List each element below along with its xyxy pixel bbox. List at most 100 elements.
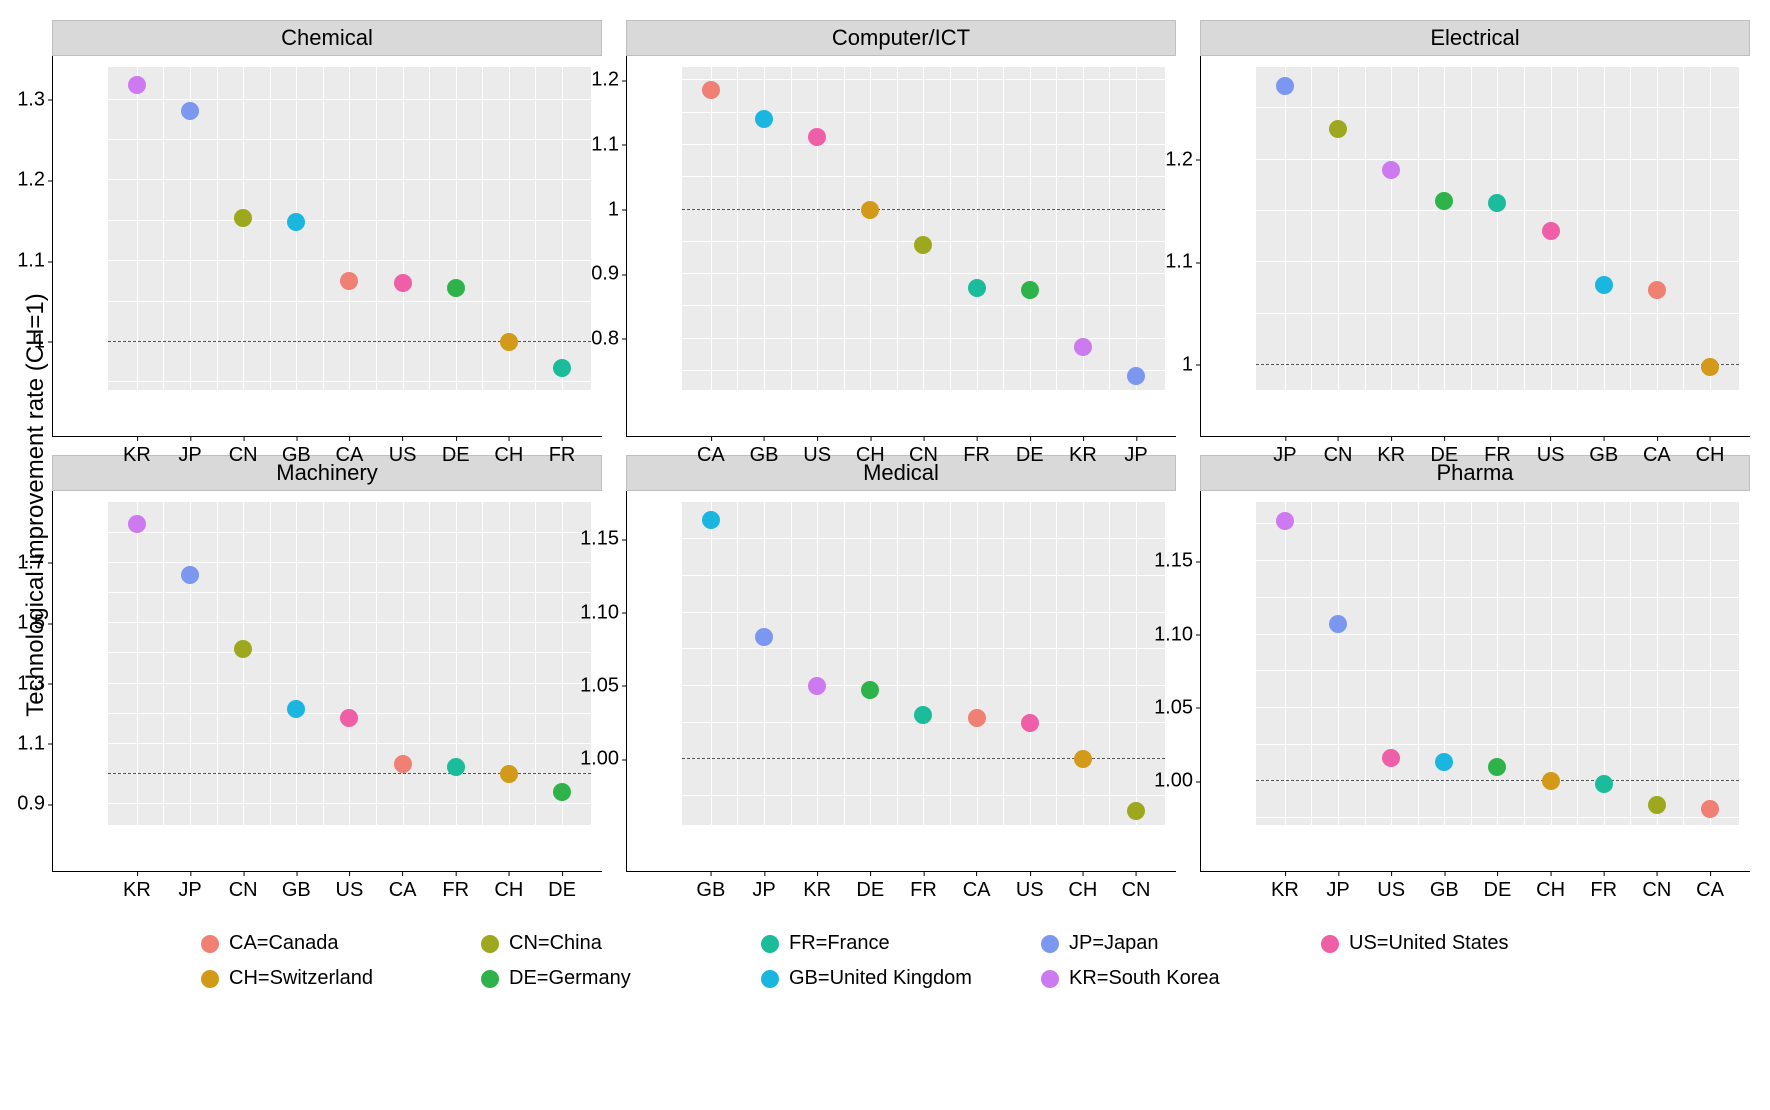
data-point <box>1276 512 1294 530</box>
data-point <box>1435 192 1453 210</box>
gridline-v <box>1657 67 1658 390</box>
y-axis-label-col: Technological improvement rate (CH=1) <box>20 20 52 990</box>
data-point <box>181 102 199 120</box>
gridline-v-minor <box>163 502 164 825</box>
x-tick-label: JP <box>1326 871 1349 902</box>
legend-label: FR=France <box>789 932 890 955</box>
legend-item: CH=Switzerland <box>201 967 481 990</box>
y-tick-label: 0.8 <box>591 327 627 350</box>
y-tick-label: 1.10 <box>580 601 627 624</box>
gridline-v-minor <box>1311 67 1312 390</box>
x-tick-label: CN <box>229 436 258 467</box>
gridline-v <box>562 502 563 825</box>
plot-inner <box>108 67 591 390</box>
x-tick-label: FR <box>963 436 990 467</box>
gridline-v-minor <box>1471 502 1472 825</box>
gridline-v <box>923 67 924 390</box>
gridline-v <box>349 502 350 825</box>
gridline-v-minor <box>1003 502 1004 825</box>
gridline-v <box>1657 502 1658 825</box>
gridline-v <box>1083 502 1084 825</box>
data-point <box>1488 194 1506 212</box>
legend-item: DE=Germany <box>481 967 761 990</box>
panel: Computer/ICT0.80.911.11.2CAGBUSCHCNFRDEK… <box>626 20 1176 437</box>
data-point <box>500 333 518 351</box>
x-tick-label: US <box>1016 871 1044 902</box>
y-tick-label: 1.00 <box>580 748 627 771</box>
panel: Medical1.001.051.101.15GBJPKRDEFRCAUSCHC… <box>626 455 1176 872</box>
y-tick-label: 1.2 <box>1165 148 1201 171</box>
data-point <box>287 700 305 718</box>
panel-title: Chemical <box>52 20 602 56</box>
x-tick-label: JP <box>178 871 201 902</box>
x-tick-label: JP <box>1273 436 1296 467</box>
plot-area: 11.11.21.3KRJPCNGBCAUSDECHFR <box>52 56 602 437</box>
x-tick-label: JP <box>752 871 775 902</box>
gridline-v <box>870 67 871 390</box>
gridline-v <box>977 67 978 390</box>
legend-swatch-icon <box>481 970 499 988</box>
gridline-v-minor <box>1056 67 1057 390</box>
x-tick-label: CA <box>697 436 725 467</box>
plot-inner <box>108 502 591 825</box>
x-tick-label: KR <box>803 871 831 902</box>
y-tick-label: 1.2 <box>591 69 627 92</box>
gridline-v <box>764 502 765 825</box>
x-tick-label: CA <box>336 436 364 467</box>
gridline-v-minor <box>950 67 951 390</box>
gridline-v <box>923 502 924 825</box>
y-tick-label: 1.3 <box>17 672 53 695</box>
x-tick-label: CH <box>1696 436 1725 467</box>
panel: Pharma1.001.051.101.15KRJPUSGBDECHFRCNCA <box>1200 455 1750 872</box>
x-tick-label: US <box>389 436 417 467</box>
x-tick-label: KR <box>1069 436 1097 467</box>
legend-label: CN=China <box>509 932 602 955</box>
x-tick-label: DE <box>1484 871 1512 902</box>
legend-swatch-icon <box>1321 935 1339 953</box>
x-tick-label: CA <box>1643 436 1671 467</box>
legend-row: CA=CanadaCN=ChinaFR=FranceJP=JapanUS=Uni… <box>201 932 1601 955</box>
data-point <box>1127 367 1145 385</box>
legend-label: CH=Switzerland <box>229 967 373 990</box>
data-point <box>1648 796 1666 814</box>
legend-label: CA=Canada <box>229 932 339 955</box>
gridline-v <box>1444 67 1445 390</box>
legend-label: US=United States <box>1349 932 1509 955</box>
gridline-v-minor <box>1109 67 1110 390</box>
x-tick-label: GB <box>696 871 725 902</box>
data-point <box>1435 753 1453 771</box>
gridline-v-minor <box>482 502 483 825</box>
gridline-v-minor <box>1365 502 1366 825</box>
x-tick-label: US <box>803 436 831 467</box>
x-tick-label: CH <box>494 436 523 467</box>
x-tick-label: CH <box>1536 871 1565 902</box>
x-tick-label: GB <box>1430 871 1459 902</box>
x-tick-label: GB <box>1589 436 1618 467</box>
y-tick-label: 1.05 <box>1154 696 1201 719</box>
x-tick-label: CH <box>1068 871 1097 902</box>
legend: CA=CanadaCN=ChinaFR=FranceJP=JapanUS=Uni… <box>52 932 1750 990</box>
data-point <box>1074 750 1092 768</box>
data-point <box>1701 800 1719 818</box>
y-tick-label: 1.1 <box>17 732 53 755</box>
data-point <box>340 709 358 727</box>
x-tick-label: CA <box>389 871 417 902</box>
x-tick-label: KR <box>1271 871 1299 902</box>
x-tick-label: FR <box>1484 436 1511 467</box>
gridline-v-minor <box>844 67 845 390</box>
data-point <box>287 213 305 231</box>
data-point <box>861 201 879 219</box>
data-point <box>702 81 720 99</box>
plot-area: 1.001.051.101.15GBJPKRDEFRCAUSCHCN <box>626 491 1176 872</box>
plot-inner <box>1256 67 1739 390</box>
data-point <box>1382 749 1400 767</box>
y-axis-label: Technological improvement rate (CH=1) <box>22 293 50 717</box>
x-tick-label: CN <box>1642 871 1671 902</box>
x-tick-label: US <box>1377 871 1405 902</box>
panel-title: Electrical <box>1200 20 1750 56</box>
legend-swatch-icon <box>481 935 499 953</box>
legend-label: DE=Germany <box>509 967 631 990</box>
y-tick-label: 1.15 <box>580 528 627 551</box>
gridline-v-minor <box>535 502 536 825</box>
gridline-v-minor <box>1630 502 1631 825</box>
